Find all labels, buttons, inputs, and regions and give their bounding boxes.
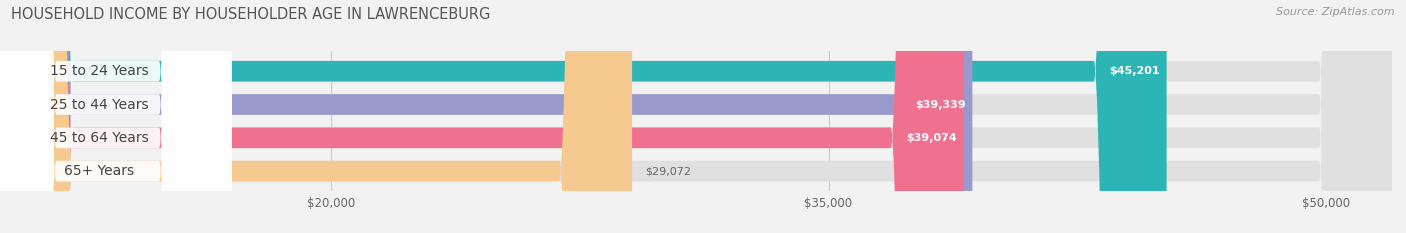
Text: $39,074: $39,074 — [907, 133, 957, 143]
Text: $45,201: $45,201 — [1109, 66, 1160, 76]
Text: 15 to 24 Years: 15 to 24 Years — [51, 64, 149, 78]
Text: $39,339: $39,339 — [915, 99, 966, 110]
Text: 25 to 44 Years: 25 to 44 Years — [51, 98, 149, 112]
FancyBboxPatch shape — [0, 0, 963, 233]
FancyBboxPatch shape — [0, 0, 633, 233]
FancyBboxPatch shape — [0, 0, 232, 233]
Text: Source: ZipAtlas.com: Source: ZipAtlas.com — [1277, 7, 1395, 17]
FancyBboxPatch shape — [0, 0, 973, 233]
Text: HOUSEHOLD INCOME BY HOUSEHOLDER AGE IN LAWRENCEBURG: HOUSEHOLD INCOME BY HOUSEHOLDER AGE IN L… — [11, 7, 491, 22]
Text: 45 to 64 Years: 45 to 64 Years — [51, 131, 149, 145]
FancyBboxPatch shape — [0, 0, 232, 233]
Text: 65+ Years: 65+ Years — [65, 164, 135, 178]
Text: $29,072: $29,072 — [645, 166, 692, 176]
FancyBboxPatch shape — [0, 0, 232, 233]
FancyBboxPatch shape — [0, 0, 1167, 233]
FancyBboxPatch shape — [0, 0, 232, 233]
